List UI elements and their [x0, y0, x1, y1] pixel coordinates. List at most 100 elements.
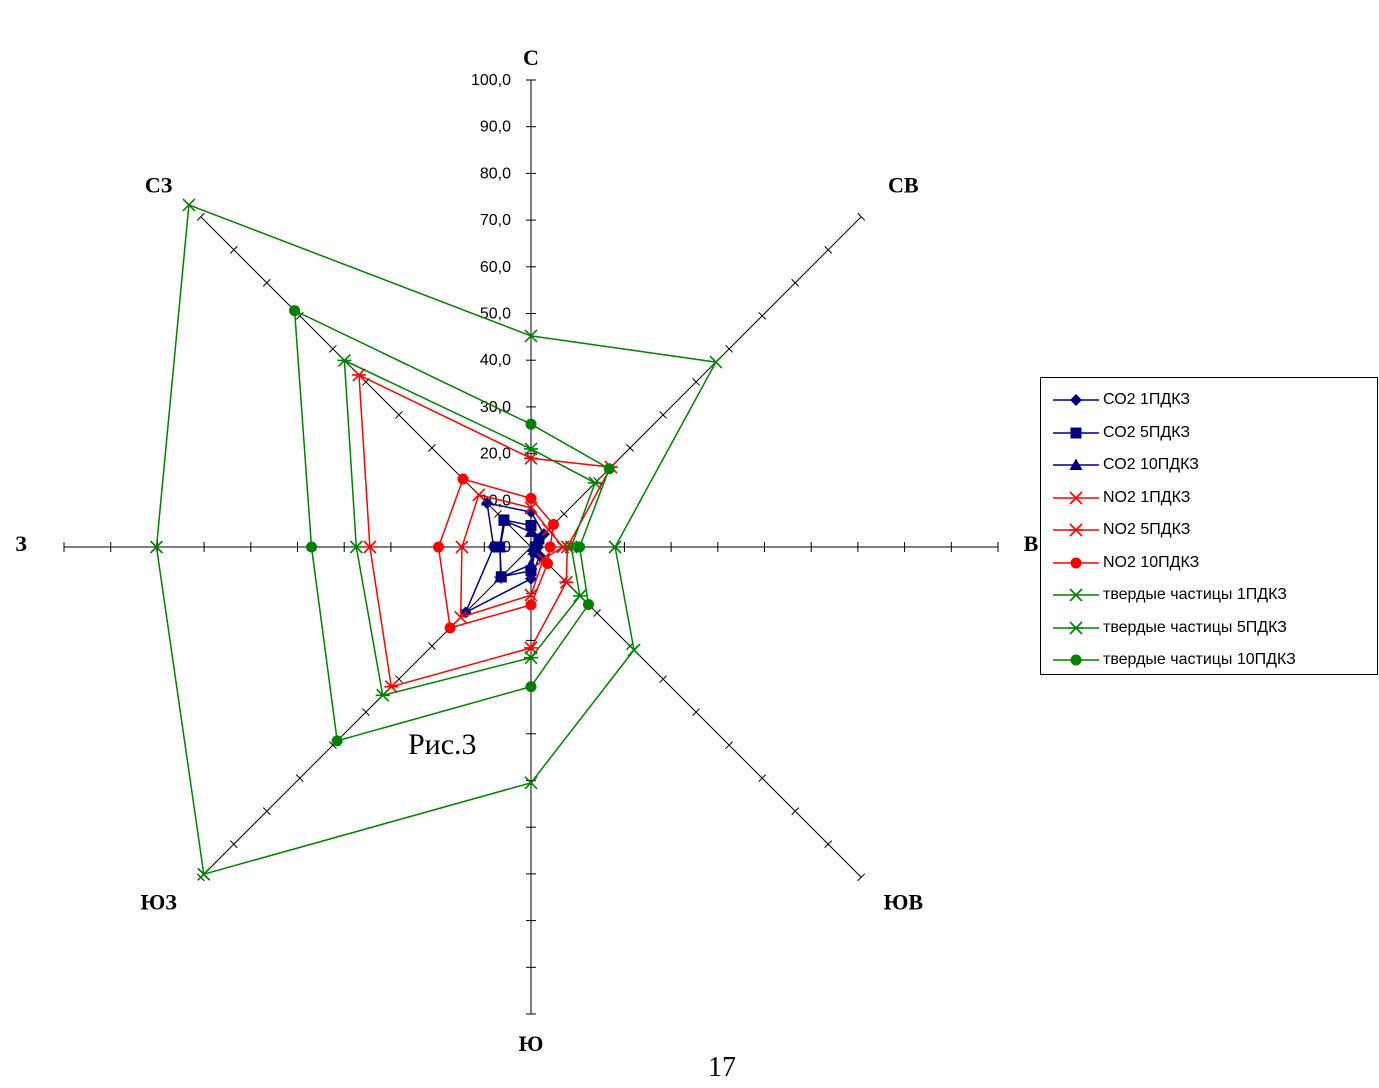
legend-item: СО2 1ПДКЗ	[1041, 384, 1377, 417]
tick-mark	[725, 344, 734, 353]
tick-mark	[229, 840, 238, 849]
data-point	[1069, 491, 1083, 505]
data-point	[524, 588, 538, 602]
legend-item: NO2 10ПДКЗ	[1041, 547, 1377, 580]
data-point	[306, 541, 318, 553]
tick-label: 50,0	[480, 306, 511, 323]
series-7	[149, 198, 723, 881]
data-point	[197, 867, 211, 881]
tick-label: 20,0	[480, 446, 511, 463]
data-point	[524, 329, 538, 343]
data-point	[349, 540, 364, 554]
tick-label: 60,0	[480, 259, 511, 276]
data-point	[542, 558, 554, 570]
data-point	[182, 198, 196, 212]
data-point	[574, 541, 586, 553]
data-point	[525, 681, 537, 693]
data-point	[527, 543, 541, 555]
data-point	[362, 540, 377, 554]
data-point	[525, 599, 537, 611]
data-point	[1069, 458, 1083, 471]
figure-caption: Рис.3	[408, 728, 477, 761]
data-point	[1069, 588, 1083, 602]
data-point	[608, 540, 622, 554]
direction-label: Ю	[519, 1031, 544, 1056]
series-6	[433, 473, 559, 634]
series-line	[293, 309, 611, 742]
legend-swatch	[1053, 427, 1099, 439]
legend-item: СО2 5ПДКЗ	[1041, 417, 1377, 450]
tick-mark	[362, 708, 370, 716]
tick-mark	[395, 411, 403, 419]
data-point	[1070, 654, 1082, 666]
legend-label: твердые частицы 1ПДКЗ	[1103, 586, 1287, 604]
legend-label: СО2 1ПДКЗ	[1103, 391, 1191, 409]
tick-mark	[857, 873, 866, 882]
data-point	[337, 353, 352, 367]
tick-mark	[659, 411, 667, 419]
data-point	[524, 776, 538, 790]
data-point	[525, 520, 537, 532]
legend-item: твердые частицы 5ПДКЗ	[1041, 612, 1377, 645]
data-point	[1069, 523, 1083, 537]
data-point	[524, 451, 538, 465]
tick-mark	[560, 510, 568, 518]
data-point	[547, 519, 559, 531]
data-point	[524, 525, 538, 538]
tick-mark	[659, 675, 667, 683]
tick-mark	[295, 774, 304, 783]
series-3	[493, 514, 544, 583]
legend-swatch	[1053, 523, 1099, 537]
direction-label: З	[15, 531, 27, 556]
tick-mark	[328, 344, 337, 353]
data-point	[331, 735, 343, 747]
legend-label: NO2 5ПДКЗ	[1103, 521, 1191, 539]
series-line	[155, 203, 718, 876]
data-point	[457, 473, 469, 485]
legend-item: твердые частицы 10ПДКЗ	[1041, 644, 1377, 677]
chart-legend: СО2 1ПДКЗ СО2 5ПДКЗ СО2 10ПДКЗ NO2 1ПДКЗ NO2…	[1040, 377, 1378, 675]
legend-label: твердые частицы 10ПДКЗ	[1103, 651, 1296, 669]
legend-label: твердые частицы 5ПДКЗ	[1103, 618, 1287, 636]
direction-label: ЮВ	[884, 889, 924, 914]
page-number: 17	[708, 1052, 736, 1083]
data-point	[1070, 557, 1082, 569]
tick-mark	[494, 510, 502, 518]
tick-mark	[791, 807, 800, 816]
legend-label: СО2 5ПДКЗ	[1103, 423, 1191, 441]
tick-mark	[262, 807, 271, 816]
tick-mark	[593, 609, 601, 617]
data-point	[444, 622, 456, 634]
direction-label: ЮЗ	[140, 889, 177, 914]
legend-swatch	[1053, 394, 1099, 407]
tick-label: 80,0	[480, 165, 511, 182]
tick-mark	[824, 245, 833, 254]
data-point	[498, 514, 512, 526]
series-9	[289, 305, 615, 747]
tick-mark	[758, 774, 767, 783]
data-point	[544, 541, 556, 553]
tick-mark	[428, 444, 436, 452]
tick-mark	[229, 245, 238, 254]
data-point	[588, 476, 603, 490]
data-point	[572, 589, 587, 603]
series-line	[358, 373, 613, 688]
tick-mark	[626, 444, 634, 452]
data-point	[493, 540, 507, 552]
legend-swatch	[1053, 458, 1099, 471]
data-point	[525, 492, 537, 504]
legend-label: NO2 10ПДКЗ	[1103, 553, 1200, 571]
data-point	[525, 565, 537, 577]
tick-label: 70,0	[480, 212, 511, 229]
data-point	[454, 610, 468, 624]
data-point	[603, 463, 615, 475]
data-series	[149, 198, 723, 881]
tick-mark	[692, 708, 700, 716]
data-point	[1069, 621, 1083, 635]
data-point	[494, 570, 508, 583]
legend-item: твердые частицы 1ПДКЗ	[1041, 579, 1377, 612]
legend-swatch	[1053, 654, 1099, 666]
legend-swatch	[1053, 588, 1099, 602]
tick-mark	[692, 378, 700, 386]
